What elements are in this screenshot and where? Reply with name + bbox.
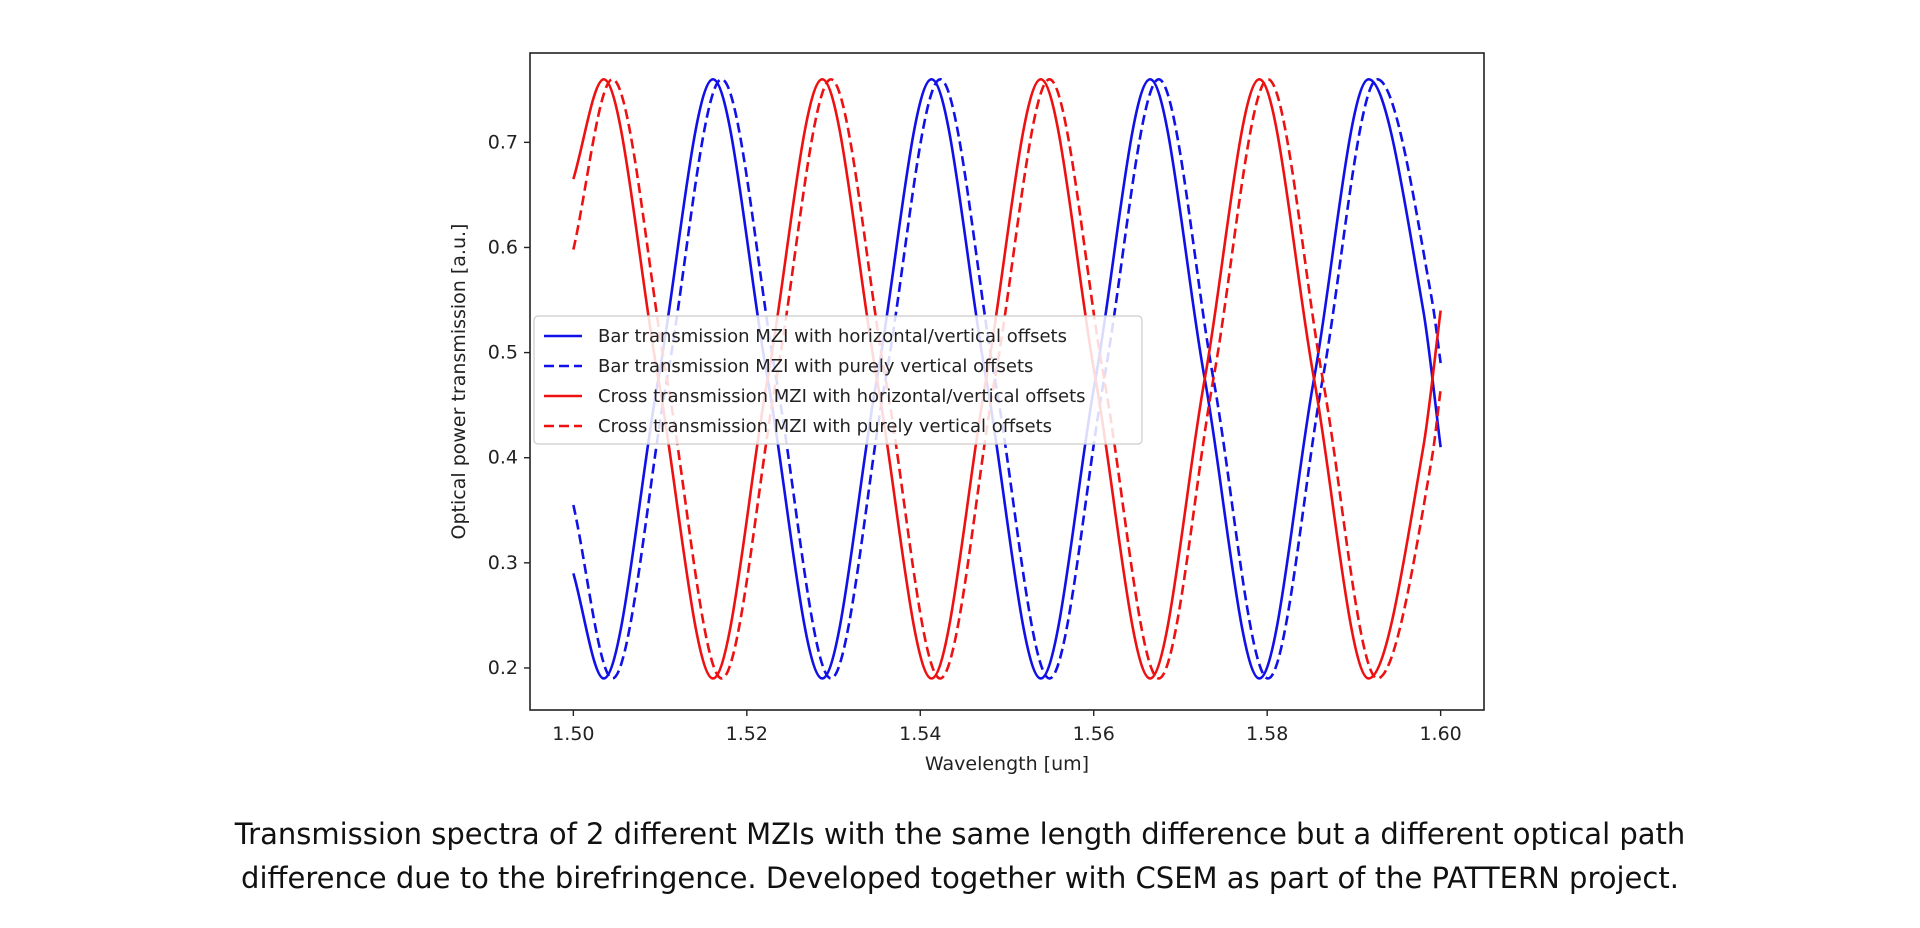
chart: 1.50 1.52 1.54 1.56 1.58 1.60 0.2 0.3 0.4 0.5 0.6 0… [448,52,1485,775]
axes-layer: 1.50 1.52 1.54 1.56 1.58 1.60 0.2 0.3 0.4 0.5 0.6 0… [448,52,1485,775]
legend: Bar transmission MZI with horizontal/ver… [533,315,1143,445]
y-tick-label: 0.5 [488,342,518,364]
series-line-4 [572,77,1442,680]
plot-layer [572,77,1442,680]
x-axis-label: Wavelength [um] [925,753,1089,775]
series-line-1 [572,77,1442,680]
legend-label: Bar transmission MZI with purely vertica… [598,356,1033,377]
plot-frame [529,52,1485,711]
x-tick-label: 1.56 [1073,723,1115,745]
y-axis-label: Optical power transmission [a.u.] [448,224,470,540]
x-tick-label: 1.54 [899,723,941,745]
y-tick-label: 0.2 [488,657,518,679]
series-line-2 [572,77,1442,680]
legend-label: Bar transmission MZI with horizontal/ver… [598,326,1067,347]
figure-caption: Transmission spectra of 2 different MZIs… [210,812,1710,900]
x-tick-label: 1.50 [552,723,594,745]
legend-label: Cross transmission MZI with purely verti… [598,416,1052,437]
x-tick-label: 1.52 [726,723,768,745]
caption-line-2: difference due to the birefringence. Dev… [241,861,1679,895]
x-tick-label: 1.60 [1419,723,1461,745]
y-tick-label: 0.7 [488,131,518,153]
legend-box [533,315,1143,445]
y-tick-label: 0.4 [488,447,518,469]
legend-label: Cross transmission MZI with horizontal/v… [598,386,1086,407]
y-tick-label: 0.6 [488,236,518,258]
caption-line-1: Transmission spectra of 2 different MZIs… [234,817,1686,851]
series-line-3 [572,77,1442,680]
y-tick-label: 0.3 [488,552,518,574]
x-tick-label: 1.58 [1246,723,1288,745]
